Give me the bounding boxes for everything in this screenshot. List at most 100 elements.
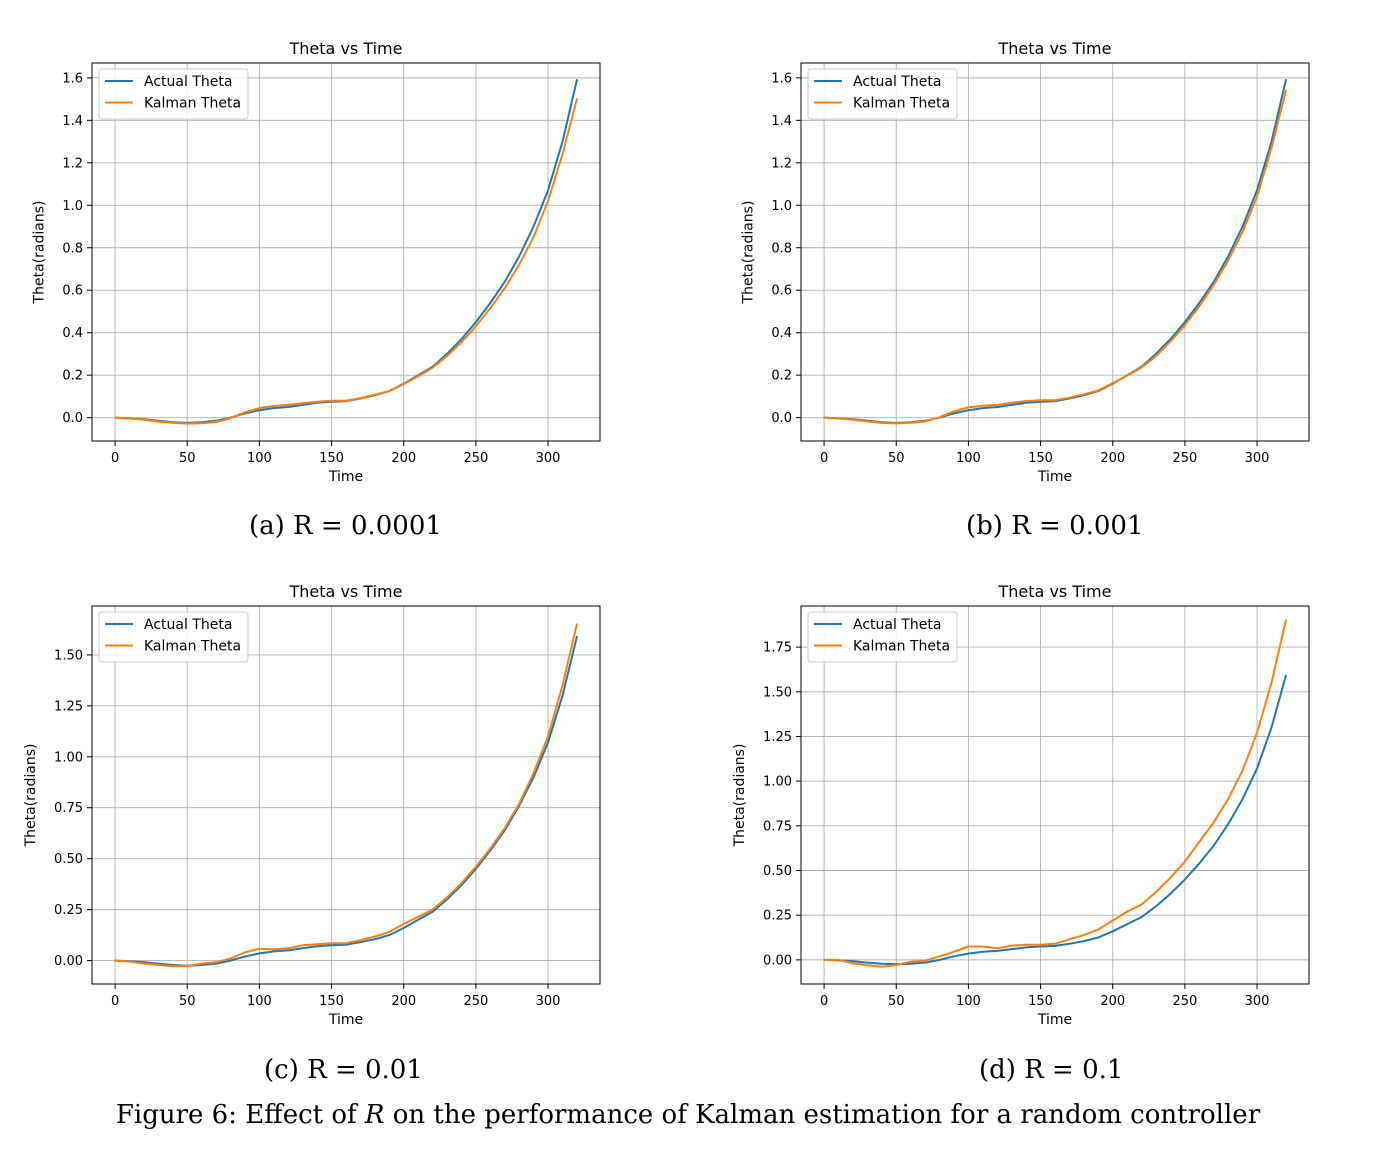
- y-tick-label: 0.4: [62, 326, 83, 341]
- legend-box: [807, 68, 958, 120]
- y-tick-label: 0.8: [62, 241, 83, 256]
- x-axis-label: Time: [328, 1012, 363, 1028]
- chart-title: Theta vs Time: [289, 582, 403, 601]
- legend: Actual Theta Kalman Theta: [98, 611, 249, 663]
- y-axis-label: Theta(radians): [741, 201, 757, 305]
- x-tick-label: 0: [111, 994, 119, 1009]
- y-tick-label: 0.8: [771, 241, 792, 256]
- chart-title: Theta vs Time: [289, 39, 403, 58]
- x-tick-label: 200: [1100, 994, 1125, 1009]
- y-tick-label: 0.2: [771, 369, 792, 384]
- y-axis-label: Theta(radians): [32, 201, 48, 305]
- plot-area-a: [92, 63, 600, 441]
- subcaption-c: (c) R = 0.01: [264, 1055, 423, 1085]
- x-tick-label: 250: [463, 994, 488, 1009]
- legend: Actual Theta Kalman Theta: [807, 68, 958, 120]
- y-tick-label: 0.25: [763, 909, 792, 924]
- figure-caption-prefix: Figure 6: Effect of: [115, 1100, 365, 1130]
- figure-caption: Figure 6: Effect of R on the performance…: [0, 1100, 1376, 1130]
- y-tick-label: 0.4: [771, 326, 792, 341]
- x-axis-label: Time: [1037, 469, 1072, 485]
- series-line-kalman: [823, 89, 1287, 425]
- x-tick-label: 50: [888, 994, 905, 1009]
- chart-a: 0 50 100 150 200 250 300 0.0 0.2 0.4 0.6 0.8 1.0 1.2 1…: [32, 39, 601, 485]
- legend-label-actual: Actual Theta: [144, 74, 232, 90]
- x-tick-label: 150: [1028, 994, 1053, 1009]
- legend-label-kalman: Kalman Theta: [144, 639, 241, 655]
- legend-label-kalman: Kalman Theta: [853, 639, 950, 655]
- y-tick-label: 0.50: [54, 852, 83, 867]
- y-tick-label: 1.00: [54, 750, 83, 765]
- x-tick-label: 300: [536, 994, 561, 1009]
- axes-frame-d: [800, 605, 1310, 985]
- y-tick-label: 1.2: [62, 156, 83, 171]
- x-tick-label: 50: [179, 994, 196, 1009]
- series-line-kalman: [114, 98, 578, 425]
- x-tick-label: 100: [956, 451, 981, 466]
- y-tick-label: 0.75: [763, 819, 792, 834]
- y-tick-label: 1.50: [54, 648, 83, 663]
- x-tick-label: 0: [820, 451, 828, 466]
- x-axis-label: Time: [328, 469, 363, 485]
- x-tick-label: 300: [1245, 451, 1270, 466]
- y-tick-label: 0.00: [54, 954, 83, 969]
- x-tick-label: 250: [463, 451, 488, 466]
- plot-area-d: [801, 606, 1309, 984]
- legend: Actual Theta Kalman Theta: [807, 611, 958, 663]
- chart-title: Theta vs Time: [998, 39, 1112, 58]
- legend-box: [98, 68, 249, 120]
- x-tick-label: 250: [1172, 994, 1197, 1009]
- y-tick-label: 0.6: [771, 284, 792, 299]
- x-tick-label: 200: [391, 994, 416, 1009]
- y-tick-label: 0.25: [54, 903, 83, 918]
- plot-area-b: [801, 63, 1309, 441]
- subcaption-d: (d) R = 0.1: [979, 1055, 1124, 1085]
- y-tick-label: 0.0: [771, 411, 792, 426]
- x-tick-label: 200: [1100, 451, 1125, 466]
- chart-title: Theta vs Time: [998, 582, 1112, 601]
- y-tick-label: 1.25: [54, 699, 83, 714]
- x-tick-label: 0: [820, 994, 828, 1009]
- x-axis-label: Time: [1037, 1012, 1072, 1028]
- x-tick-label: 300: [536, 451, 561, 466]
- y-tick-label: 1.2: [771, 156, 792, 171]
- y-tick-label: 1.25: [763, 730, 792, 745]
- x-tick-label: 150: [319, 451, 344, 466]
- series-line-kalman: [114, 623, 578, 968]
- y-tick-label: 1.0: [771, 199, 792, 214]
- axes-frame-a: [91, 62, 601, 442]
- axes-frame-c: [91, 605, 601, 985]
- x-tick-label: 150: [319, 994, 344, 1009]
- legend-box: [807, 611, 958, 663]
- figure-caption-suffix: on the performance of Kalman estimation …: [384, 1100, 1261, 1130]
- y-tick-label: 0.2: [62, 369, 83, 384]
- legend-box: [98, 611, 249, 663]
- x-tick-label: 100: [247, 994, 272, 1009]
- chart-b: 0 50 100 150 200 250 300 0.0 0.2 0.4 0.6 0.8 1.0 1.2 1…: [741, 39, 1310, 485]
- x-tick-label: 50: [179, 451, 196, 466]
- figure-caption-symbol: R: [364, 1100, 385, 1130]
- y-tick-label: 0.50: [763, 864, 792, 879]
- y-tick-label: 0.0: [62, 411, 83, 426]
- legend-label-actual: Actual Theta: [853, 74, 941, 90]
- legend-label-kalman: Kalman Theta: [853, 96, 950, 112]
- y-tick-label: 1.75: [763, 641, 792, 656]
- y-tick-label: 1.4: [62, 114, 83, 129]
- chart-d: 0 50 100 150 200 250 300 0.00 0.25 0.50 0.75 1.00 1.…: [732, 582, 1310, 1028]
- y-tick-label: 0.00: [763, 953, 792, 968]
- y-tick-label: 1.4: [771, 114, 792, 129]
- y-tick-label: 1.0: [62, 199, 83, 214]
- legend-label-actual: Actual Theta: [853, 617, 941, 633]
- x-tick-label: 150: [1028, 451, 1053, 466]
- x-tick-label: 300: [1245, 994, 1270, 1009]
- y-tick-label: 0.75: [54, 801, 83, 816]
- series-line-kalman: [823, 619, 1287, 968]
- x-tick-label: 200: [391, 451, 416, 466]
- legend-label-kalman: Kalman Theta: [144, 96, 241, 112]
- y-tick-label: 0.6: [62, 284, 83, 299]
- x-tick-label: 100: [956, 994, 981, 1009]
- y-tick-label: 1.00: [763, 775, 792, 790]
- subcaption-a: (a) R = 0.0001: [249, 511, 442, 541]
- y-tick-label: 1.50: [763, 685, 792, 700]
